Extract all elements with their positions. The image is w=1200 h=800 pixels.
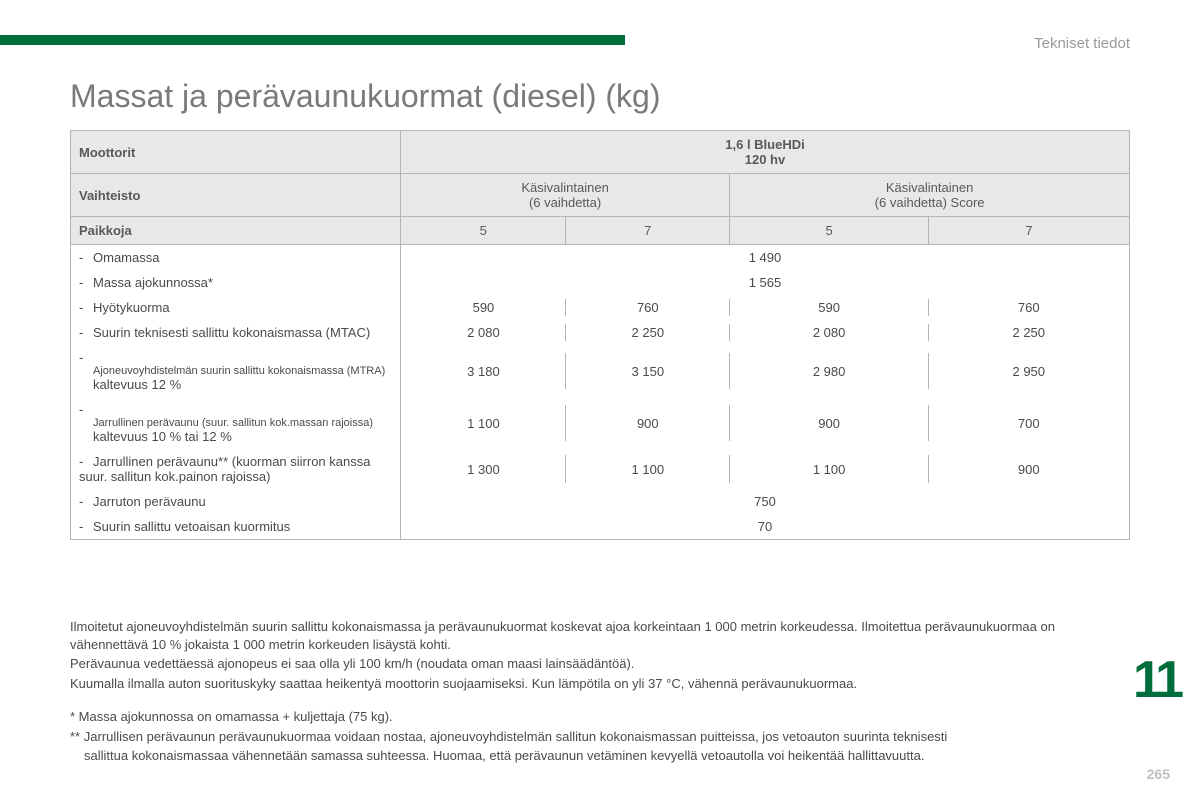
- footnote-2b: sallittua kokonaismassaa vähennetään sam…: [70, 747, 1090, 765]
- table-row: -Massa ajokunnossa*1 565: [71, 270, 1130, 295]
- engine-line1: 1,6 l BlueHDi: [725, 137, 804, 152]
- table-row: -Suurin teknisesti sallittu kokonaismass…: [71, 320, 1130, 345]
- row-value: 900: [929, 449, 1130, 489]
- table-row: -Jarrullinen perävaunu** (kuorman siirro…: [71, 449, 1130, 489]
- table-row: -Hyötykuorma590760590760: [71, 295, 1130, 320]
- table-row: -Omamassa1 490: [71, 245, 1130, 271]
- accent-bar: [0, 35, 625, 45]
- row-value: 1 490: [401, 245, 1130, 271]
- engines-label: Moottorit: [71, 131, 401, 174]
- footnote-1: * Massa ajokunnossa on omamassa + kuljet…: [70, 708, 1090, 726]
- row-label: -Omamassa: [71, 245, 401, 271]
- gearbox1-l1: Käsivalintainen: [521, 180, 608, 195]
- page-number: 265: [1147, 766, 1170, 782]
- notes: Ilmoitetut ajoneuvoyhdistelmän suurin sa…: [70, 618, 1090, 765]
- row-value: 900: [566, 397, 730, 449]
- row-value: 760: [929, 295, 1130, 320]
- row-value: 700: [929, 397, 1130, 449]
- row-value: 3 150: [566, 345, 730, 397]
- row-label: -Jarrullinen perävaunu** (kuorman siirro…: [71, 449, 401, 489]
- row-label: -Massa ajokunnossa*: [71, 270, 401, 295]
- gearbox2-l1: Käsivalintainen: [886, 180, 973, 195]
- engine-value: 1,6 l BlueHDi 120 hv: [401, 131, 1130, 174]
- row-label: -Suurin teknisesti sallittu kokonaismass…: [71, 320, 401, 345]
- table-row: -Suurin sallittu vetoaisan kuormitus70: [71, 514, 1130, 540]
- row-value: 2 980: [730, 345, 929, 397]
- table-row: -Jarruton perävaunu750: [71, 489, 1130, 514]
- seats-0: 5: [401, 217, 566, 245]
- row-value: 750: [401, 489, 1130, 514]
- row-value: 1 100: [566, 449, 730, 489]
- seats-label: Paikkoja: [71, 217, 401, 245]
- row-value: 1 300: [401, 449, 566, 489]
- spec-table: Moottorit 1,6 l BlueHDi 120 hv Vaihteist…: [70, 130, 1130, 540]
- table-row: -Ajoneuvoyhdistelmän suurin sallittu kok…: [71, 345, 1130, 397]
- seats-3: 7: [929, 217, 1130, 245]
- row-value: 3 180: [401, 345, 566, 397]
- row-value: 900: [730, 397, 929, 449]
- note-p3: Kuumalla ilmalla auton suorituskyky saat…: [70, 675, 1090, 693]
- row-label: -Jarruton perävaunu: [71, 489, 401, 514]
- row-value: 2 250: [566, 320, 730, 345]
- seats-1: 7: [566, 217, 730, 245]
- row-label: -Hyötykuorma: [71, 295, 401, 320]
- row-value: 2 250: [929, 320, 1130, 345]
- section-label: Tekniset tiedot: [1034, 35, 1130, 52]
- row-value: 70: [401, 514, 1130, 540]
- row-value: 2 080: [401, 320, 566, 345]
- row-value: 590: [730, 295, 929, 320]
- seats-2: 5: [730, 217, 929, 245]
- gearbox1-l2: (6 vaihdetta): [529, 195, 601, 210]
- page-title: Massat ja perävaunukuormat (diesel) (kg): [70, 78, 660, 115]
- engine-line2: 120 hv: [745, 152, 785, 167]
- note-p1: Ilmoitetut ajoneuvoyhdistelmän suurin sa…: [70, 618, 1090, 653]
- gearbox-label: Vaihteisto: [71, 174, 401, 217]
- chapter-number: 11: [1133, 650, 1180, 710]
- row-value: 1 565: [401, 270, 1130, 295]
- gearbox-1: Käsivalintainen (6 vaihdetta): [401, 174, 730, 217]
- gearbox-2: Käsivalintainen (6 vaihdetta) Score: [730, 174, 1130, 217]
- row-label: -Ajoneuvoyhdistelmän suurin sallittu kok…: [71, 345, 401, 397]
- footnote-2a: ** Jarrullisen perävaunun perävaunukuorm…: [70, 728, 1090, 746]
- row-value: 760: [566, 295, 730, 320]
- row-value: 1 100: [730, 449, 929, 489]
- row-value: 2 080: [730, 320, 929, 345]
- table-row: -Jarrullinen perävaunu (suur. sallitun k…: [71, 397, 1130, 449]
- note-p2: Perävaunua vedettäessä ajonopeus ei saa …: [70, 655, 1090, 673]
- row-label: -Jarrullinen perävaunu (suur. sallitun k…: [71, 397, 401, 449]
- row-value: 590: [401, 295, 566, 320]
- row-value: 1 100: [401, 397, 566, 449]
- row-value: 2 950: [929, 345, 1130, 397]
- row-label: -Suurin sallittu vetoaisan kuormitus: [71, 514, 401, 540]
- gearbox2-l2: (6 vaihdetta) Score: [875, 195, 985, 210]
